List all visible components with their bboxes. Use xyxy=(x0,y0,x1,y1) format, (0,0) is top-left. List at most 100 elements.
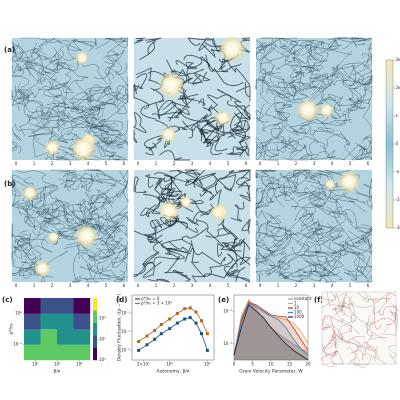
streak xyxy=(237,168,251,189)
x-tick-label: 10⁰ xyxy=(32,362,39,367)
streak xyxy=(312,127,351,145)
streak xyxy=(70,66,115,104)
marker xyxy=(188,316,192,320)
network-strand xyxy=(372,301,381,314)
streak xyxy=(299,40,323,57)
streak xyxy=(49,77,75,94)
marker xyxy=(183,317,187,321)
x-tick-label: 10 xyxy=(268,362,274,367)
streak xyxy=(87,178,117,187)
network-strand xyxy=(376,291,390,303)
marker xyxy=(159,323,163,327)
field-tick-label: 5 xyxy=(349,161,352,166)
streak xyxy=(230,201,245,222)
streak xyxy=(220,244,242,262)
streak xyxy=(97,249,126,280)
field-tick-label: 4 xyxy=(331,161,334,166)
streak xyxy=(200,119,222,156)
x-axis-label: Grain Velocity Parameter, W xyxy=(239,369,303,375)
streak xyxy=(11,223,25,238)
streak xyxy=(255,118,266,132)
streak xyxy=(337,96,362,114)
network-strand xyxy=(350,315,357,323)
streak xyxy=(25,61,47,77)
streak xyxy=(184,169,201,175)
streak xyxy=(139,41,156,61)
network-strand xyxy=(335,350,344,365)
streak xyxy=(46,90,67,116)
streak xyxy=(226,127,246,156)
streak xyxy=(258,139,294,161)
streak xyxy=(133,37,146,44)
field-tick-label: 2 xyxy=(51,161,54,166)
streak xyxy=(183,54,229,73)
streak xyxy=(97,85,129,101)
network-strand xyxy=(341,296,346,313)
field-tick-label: 0 xyxy=(259,283,262,288)
x-tick-label: 5 xyxy=(251,362,254,367)
streak xyxy=(40,218,68,233)
marker xyxy=(200,332,204,336)
vortex xyxy=(296,98,320,122)
field-tick-label: 3 xyxy=(69,283,72,288)
streak xyxy=(277,78,302,99)
network-strand xyxy=(348,338,354,342)
marker xyxy=(205,332,209,336)
network-strand xyxy=(348,357,357,365)
streak xyxy=(11,63,30,88)
streak xyxy=(85,124,118,133)
streak xyxy=(18,113,40,136)
network-strand xyxy=(332,333,341,348)
streak xyxy=(309,73,326,88)
streak xyxy=(268,245,317,268)
streak xyxy=(270,260,290,280)
network-strand xyxy=(386,305,397,325)
streak xyxy=(294,205,335,221)
streak xyxy=(231,238,251,250)
streak xyxy=(274,246,287,263)
field-tick-label: 1 xyxy=(277,161,280,166)
streak xyxy=(111,241,129,268)
field-tick-label: 4 xyxy=(209,161,212,166)
x-tick-label: 10³ xyxy=(204,362,211,367)
streak xyxy=(354,178,373,202)
streak xyxy=(66,173,75,192)
marker xyxy=(137,340,141,344)
streak xyxy=(304,236,334,253)
streak xyxy=(185,61,198,76)
streak xyxy=(233,120,249,139)
marker xyxy=(153,328,157,332)
field-tick-label: 3 xyxy=(191,161,194,166)
streak xyxy=(258,68,270,105)
streak xyxy=(102,128,129,148)
streak xyxy=(70,37,97,51)
streak xyxy=(151,99,177,117)
streak xyxy=(175,58,211,69)
streak xyxy=(28,111,54,137)
network-strand xyxy=(321,361,335,367)
marker xyxy=(153,337,157,341)
streak xyxy=(218,58,251,86)
streak xyxy=(11,267,54,283)
streak xyxy=(13,42,37,59)
streak xyxy=(276,48,301,70)
field-tick-label: 4 xyxy=(331,283,334,288)
streak xyxy=(344,144,373,161)
network-strand xyxy=(380,333,396,336)
streak xyxy=(258,220,279,238)
colorbar-tick-label: κ xyxy=(396,113,399,118)
streak xyxy=(78,103,114,131)
streak xyxy=(344,256,370,281)
y-tick-label: 10⁰ xyxy=(15,311,22,316)
streak xyxy=(113,235,129,254)
streak xyxy=(313,40,325,62)
streak xyxy=(27,107,69,129)
field-tick-label: 6 xyxy=(245,161,248,166)
marker xyxy=(175,321,179,325)
colorbar-segment xyxy=(93,335,97,348)
network-strand xyxy=(348,325,352,333)
streak xyxy=(255,246,275,263)
y-tick-label: 10⁻² xyxy=(121,329,130,334)
vortex xyxy=(158,200,180,221)
vortex xyxy=(218,35,246,62)
